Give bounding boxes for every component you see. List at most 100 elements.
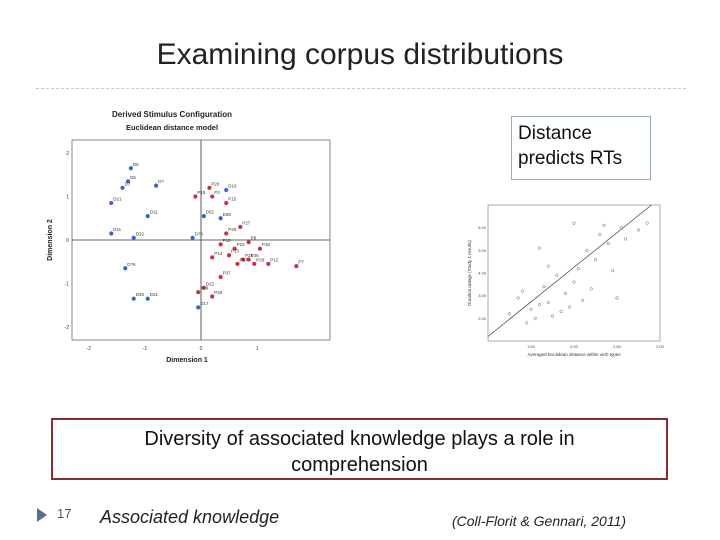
point-label: D11 — [150, 210, 158, 215]
data-point — [218, 242, 223, 247]
data-point — [131, 296, 136, 301]
point-label: P26 — [214, 290, 223, 295]
data-point — [109, 200, 114, 206]
data-point — [207, 185, 212, 190]
bullet-arrow-icon — [37, 508, 47, 522]
point-label: P37 — [223, 270, 232, 275]
point-label: P15 — [228, 197, 237, 202]
point-label: P16 — [262, 242, 271, 247]
data-point — [120, 185, 125, 190]
point-label: D55 — [223, 212, 232, 217]
point-label: D32 — [136, 231, 145, 236]
y-tick-label: 2 — [66, 151, 69, 157]
x-tick-label: -2 — [87, 346, 92, 352]
data-point — [581, 298, 585, 302]
point-label: P25 — [228, 227, 237, 232]
x-tick-label: 1.50 — [527, 344, 536, 349]
point-label: P8 — [251, 236, 257, 241]
y-axis-label: Dimension 2 — [47, 219, 54, 261]
point-label: D5 — [130, 175, 136, 180]
data-point — [232, 246, 237, 251]
point-label: P33 — [256, 257, 265, 262]
x-tick-label: -1 — [143, 346, 148, 352]
data-point — [572, 280, 576, 284]
point-label: P29 — [200, 286, 209, 291]
x-tick-label: 3.00 — [656, 344, 665, 349]
data-point — [193, 194, 198, 199]
point-label: P7 — [298, 260, 304, 265]
data-point — [252, 261, 257, 267]
data-point — [576, 266, 580, 271]
y-tick-label: 5.00 — [478, 248, 487, 253]
point-label: P18 — [223, 238, 232, 243]
data-point — [507, 312, 512, 316]
data-point — [131, 235, 136, 240]
point-label: P20 — [211, 181, 220, 186]
chart-subtitle: Euclidean distance model — [126, 123, 218, 132]
point-label: D17 — [200, 301, 209, 306]
diversity-line-1: Diversity of associated knowledge plays … — [144, 428, 575, 450]
data-point — [645, 221, 649, 225]
y-tick-label: 0 — [66, 238, 69, 244]
data-point — [210, 194, 215, 199]
data-point — [624, 237, 628, 241]
point-label: D7 — [124, 181, 130, 186]
data-point — [563, 291, 567, 295]
point-label: P15 — [197, 190, 206, 195]
rt-callout-box: Distance predicts RTs — [511, 116, 651, 180]
y-tick-label: 6.00 — [478, 225, 487, 230]
point-label: D22 — [206, 281, 215, 286]
data-point — [516, 296, 520, 300]
data-point — [226, 253, 232, 258]
data-point — [593, 257, 598, 261]
data-point — [196, 305, 201, 310]
data-point — [572, 221, 576, 225]
diversity-line-2: comprehension — [291, 454, 428, 476]
data-point — [246, 257, 251, 262]
point-label: P22 — [237, 242, 246, 247]
point-label: D52 — [206, 210, 215, 215]
data-point — [190, 235, 195, 240]
data-point — [606, 241, 610, 246]
data-point — [619, 226, 623, 230]
point-label: P35 — [251, 253, 260, 258]
y-tick-label: 3.00 — [478, 293, 487, 298]
data-point — [611, 269, 615, 273]
data-point — [602, 223, 606, 227]
x-tick-label: 1 — [256, 346, 259, 352]
data-point — [529, 307, 533, 311]
data-point — [538, 246, 542, 250]
data-point — [585, 248, 589, 252]
distance-rt-scatter-chart: 1.50 2.00 2.50 3.00 2.00 3.00 4.00 5.00 6.00 Aver… — [467, 204, 665, 357]
point-label: D6 — [133, 162, 139, 167]
y-tick-label: 4.00 — [478, 271, 487, 276]
data-point — [201, 285, 206, 290]
callout-line-1: Distance — [518, 123, 592, 144]
point-label: P27 — [242, 220, 251, 225]
data-point — [109, 231, 114, 236]
point-label: D21 — [113, 197, 122, 202]
point-label: D?6 — [195, 231, 204, 236]
data-point — [568, 305, 572, 309]
data-point — [257, 246, 262, 251]
data-point — [210, 294, 215, 299]
data-point — [196, 290, 201, 295]
data-point — [533, 316, 537, 320]
data-point — [210, 255, 215, 260]
callout-line-2: predicts RTs — [518, 148, 623, 169]
y-tick-label: -2 — [65, 325, 70, 331]
point-label: D35 — [136, 292, 145, 297]
data-point — [246, 240, 251, 245]
data-point — [128, 166, 133, 171]
x-axis-label: Averaged Euclidean distance within verb … — [528, 352, 622, 357]
data-point — [224, 187, 229, 193]
plot-frame — [487, 204, 661, 342]
point-label: D? — [158, 179, 164, 184]
data-point — [636, 228, 641, 232]
data-point — [238, 224, 243, 230]
data-point — [123, 266, 128, 271]
data-point — [550, 314, 555, 318]
data-point — [546, 264, 550, 268]
point-label: D11 — [113, 227, 121, 232]
data-point — [201, 213, 206, 219]
